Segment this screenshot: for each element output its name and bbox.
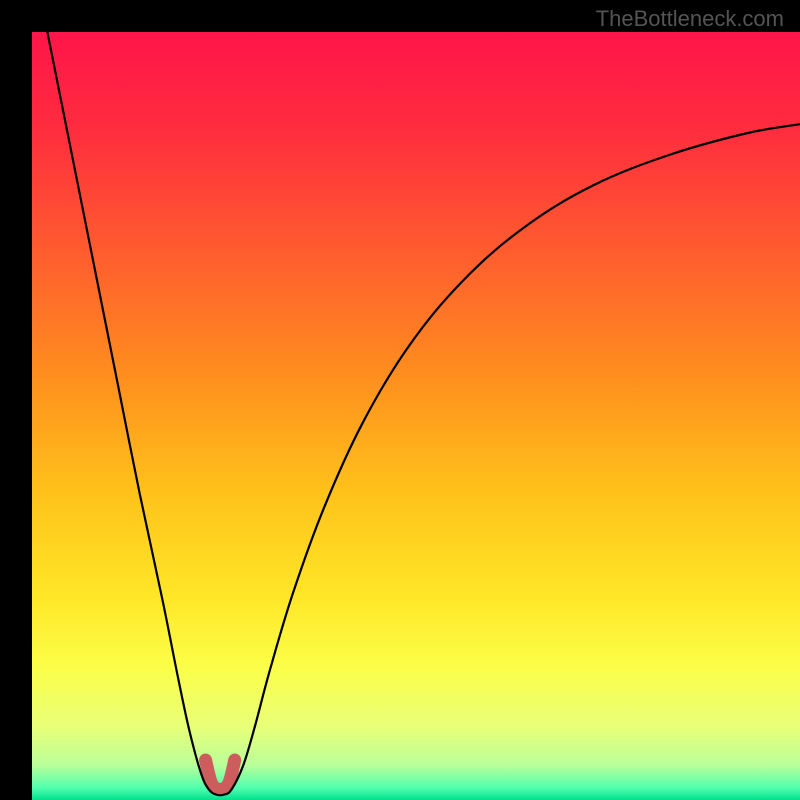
chart-stage: TheBottleneck.com [0,0,800,800]
notch-highlight [206,760,235,789]
bottleneck-curve [47,32,800,795]
plot-area [32,32,800,800]
curve-layer [32,32,800,800]
watermark-text: TheBottleneck.com [596,6,784,32]
